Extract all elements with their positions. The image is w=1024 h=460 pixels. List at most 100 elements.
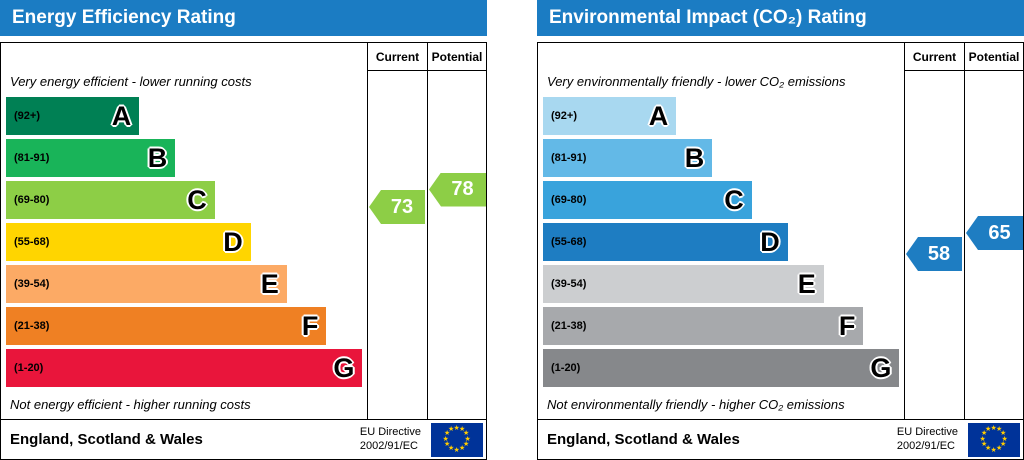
- potential-column-header: Potential: [428, 43, 486, 71]
- band-letter: F: [838, 310, 856, 341]
- band-row-E: (39-54) E: [6, 263, 366, 305]
- eu-star: ★: [990, 446, 997, 454]
- eu-flag-icon: ★ ★ ★ ★ ★ ★ ★ ★ ★ ★ ★ ★: [968, 422, 1020, 457]
- band-letter: E: [797, 268, 816, 299]
- band-range: (39-54): [14, 278, 50, 290]
- band-letter: A: [111, 100, 132, 131]
- band-letter: D: [223, 226, 243, 257]
- band-letter: G: [333, 352, 355, 383]
- band-row-A: (92+) A: [543, 95, 903, 137]
- eu-star: ★: [453, 446, 460, 454]
- top-scale-note: Very energy efficient - lower running co…: [10, 74, 252, 89]
- potential-rating-value: 65: [988, 221, 1011, 244]
- eu-star: ★: [996, 445, 1003, 453]
- eu-star: ★: [990, 424, 997, 432]
- eu-star: ★: [453, 424, 460, 432]
- band-row-A: (92+) A: [6, 95, 366, 137]
- current-column-header: Current: [368, 43, 427, 71]
- band-row-C: (69-80) C: [6, 179, 366, 221]
- bottom-scale-note: Not energy efficient - higher running co…: [10, 397, 251, 412]
- band-row-G: (1-20) G: [6, 347, 366, 389]
- chart-title: Environmental Impact (CO₂) Rating: [549, 7, 867, 28]
- band-row-G: (1-20) G: [543, 347, 903, 389]
- eu-star: ★: [980, 441, 988, 448]
- band-letter: G: [870, 352, 892, 383]
- band-bar-G: (1-20) G: [543, 349, 900, 387]
- band-bar-F: (21-38) F: [543, 307, 864, 345]
- eu-star: ★: [996, 425, 1003, 433]
- current-column: Current: [367, 43, 427, 419]
- chart-title: Energy Efficiency Rating: [12, 7, 236, 28]
- current-rating-value: 73: [390, 195, 414, 218]
- band-bar-B: (81-91) B: [543, 139, 713, 177]
- band-row-E: (39-54) E: [543, 263, 903, 305]
- potential-rating-value: 78: [451, 178, 474, 200]
- band-range: (81-91): [551, 152, 587, 164]
- band-bar-F: (21-38) F: [6, 307, 327, 345]
- top-scale-note: Very environmentally friendly - lower CO…: [547, 74, 846, 89]
- band-bar-C: (69-80) C: [6, 181, 215, 219]
- band-row-B: (81-91) B: [543, 137, 903, 179]
- energy-chart-box: Current Potential Very energy efficient …: [0, 42, 487, 460]
- band-range: (55-68): [14, 236, 50, 248]
- eu-star: ★: [1000, 441, 1007, 448]
- band-bar-G: (1-20) G: [6, 349, 363, 387]
- band-bar-E: (39-54) E: [6, 265, 287, 303]
- eu-directive-label: EU Directive 2002/91/EC: [359, 426, 421, 452]
- band-range: (69-80): [551, 194, 587, 206]
- band-bar-E: (39-54) E: [543, 265, 824, 303]
- eu-star: ★: [1000, 430, 1007, 437]
- eu-star: ★: [980, 430, 988, 437]
- band-row-F: (21-38) F: [543, 305, 903, 347]
- current-column-header: Current: [905, 43, 964, 71]
- band-letter: E: [260, 268, 279, 299]
- environmental-impact-chart: Environmental Impact (CO₂) Rating Curren…: [537, 0, 1024, 460]
- band-row-D: (55-68) D: [543, 221, 903, 263]
- band-range: (1-20): [14, 362, 44, 374]
- band-letter: D: [760, 226, 780, 257]
- co2-chart-header: Environmental Impact (CO₂) Rating: [537, 0, 1024, 36]
- eu-star: ★: [459, 425, 466, 433]
- current-column: Current: [904, 43, 964, 419]
- band-range: (55-68): [551, 236, 587, 248]
- band-range: (69-80): [14, 194, 50, 206]
- potential-rating-arrow: 65: [966, 216, 1023, 250]
- band-range: (81-91): [14, 152, 50, 164]
- co2-chart-box: Current Potential Very environmentally f…: [537, 42, 1024, 460]
- current-rating-arrow: 58: [906, 237, 962, 271]
- band-bar-A: (92+) A: [543, 97, 677, 135]
- eu-star: ★: [448, 425, 455, 433]
- band-bar-A: (92+) A: [6, 97, 140, 135]
- bands: (92+) A (81-91) B (69-80) C (55-68) D (39-54) E (2…: [6, 95, 366, 389]
- band-range: (1-20): [551, 362, 581, 374]
- current-rating-value: 58: [927, 242, 951, 265]
- eu-star: ★: [443, 441, 451, 448]
- chart-footer: England, Scotland & Wales EU Directive 2…: [538, 419, 1023, 459]
- eu-star: ★: [459, 445, 466, 453]
- band-range: (92+): [14, 110, 40, 122]
- eu-star: ★: [463, 441, 470, 448]
- eu-directive-label: EU Directive 2002/91/EC: [896, 426, 958, 452]
- band-bar-D: (55-68) D: [543, 223, 788, 261]
- band-letter: B: [684, 142, 705, 173]
- band-letter: C: [187, 184, 207, 215]
- band-letter: C: [724, 184, 744, 215]
- band-letter: A: [648, 100, 669, 131]
- potential-column-header: Potential: [965, 43, 1023, 71]
- band-range: (39-54): [551, 278, 587, 290]
- bottom-scale-note: Not environmentally friendly - higher CO…: [547, 397, 845, 412]
- potential-column: Potential: [964, 43, 1023, 419]
- band-range: (21-38): [551, 320, 587, 332]
- band-letter: B: [147, 142, 168, 173]
- eu-star: ★: [985, 425, 992, 433]
- eu-flag-icon: ★ ★ ★ ★ ★ ★ ★ ★ ★ ★ ★ ★: [431, 422, 483, 457]
- footer-region-label: England, Scotland & Wales: [10, 431, 203, 448]
- potential-rating-arrow: 78: [429, 172, 486, 207]
- potential-column: Potential: [427, 43, 486, 419]
- eu-star: ★: [443, 430, 451, 437]
- band-bar-D: (55-68) D: [6, 223, 251, 261]
- band-bar-C: (69-80) C: [543, 181, 752, 219]
- eu-star: ★: [464, 435, 471, 443]
- eu-star: ★: [985, 445, 992, 453]
